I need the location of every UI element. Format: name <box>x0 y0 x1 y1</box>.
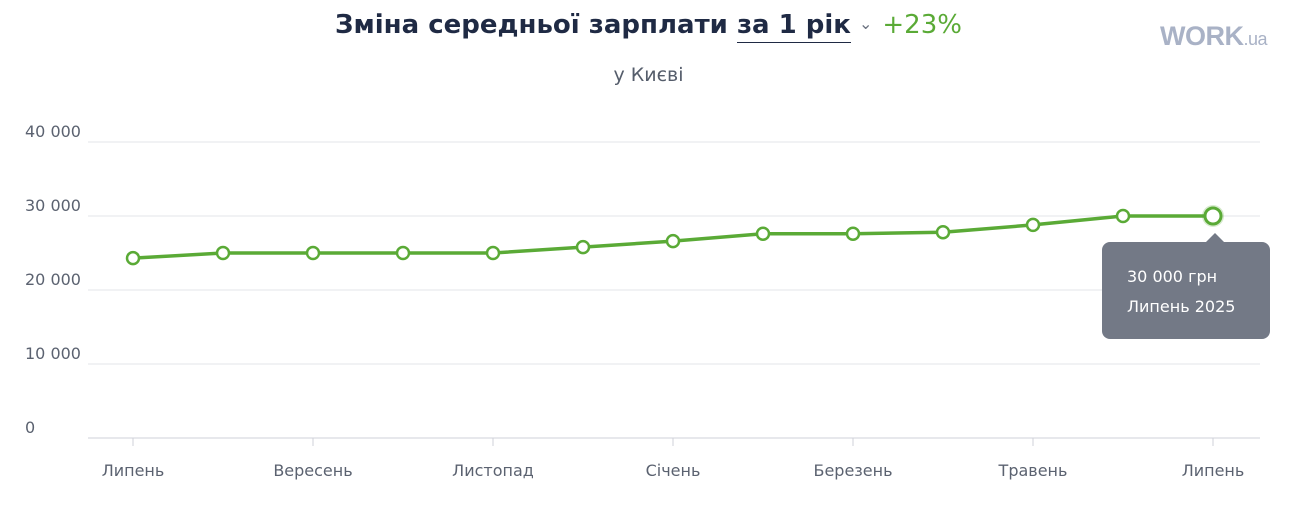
y-tick-label: 10 000 <box>25 344 81 363</box>
y-tick-label: 0 <box>25 418 35 437</box>
x-tick-label: Вересень <box>273 461 352 480</box>
y-tick-label: 30 000 <box>25 196 81 215</box>
data-point <box>305 245 321 261</box>
period-dropdown[interactable]: за 1 рік <box>736 10 851 43</box>
work-ua-logo: WORK.ua <box>1160 21 1268 51</box>
tooltip-value: 30 000 грн <box>1127 267 1218 286</box>
y-tick-label: 20 000 <box>25 270 81 289</box>
data-point <box>125 250 141 266</box>
tooltip: 30 000 грн Липень 2025 <box>1102 233 1270 339</box>
change-percent: +23% <box>882 10 962 40</box>
data-point <box>395 245 411 261</box>
x-tick-label: Березень <box>813 461 892 480</box>
data-point <box>935 225 951 240</box>
x-tick-label: Січень <box>646 461 701 480</box>
data-point <box>1115 208 1131 224</box>
data-point <box>755 226 771 242</box>
chevron-down-icon[interactable]: ⌄ <box>858 14 873 33</box>
data-point <box>575 239 591 255</box>
title-text: Зміна середньої зарплати <box>335 10 728 40</box>
chart-title: Зміна середньої зарплати за 1 рік ⌄ +23% <box>0 10 1297 43</box>
tooltip-date: Липень 2025 <box>1127 297 1236 316</box>
x-tick-label: Травень <box>998 461 1068 480</box>
data-point <box>665 233 681 249</box>
data-point <box>1203 206 1223 226</box>
chart-subtitle: у Києві <box>613 64 684 86</box>
x-tick-label: Листопад <box>452 461 534 480</box>
x-tick-label: Липень <box>102 461 165 480</box>
data-point <box>485 245 501 261</box>
y-tick-label: 40 000 <box>25 122 81 141</box>
data-point <box>845 226 861 242</box>
x-tick-label: Липень <box>1182 461 1245 480</box>
data-point <box>215 245 231 261</box>
data-point <box>1025 217 1041 233</box>
